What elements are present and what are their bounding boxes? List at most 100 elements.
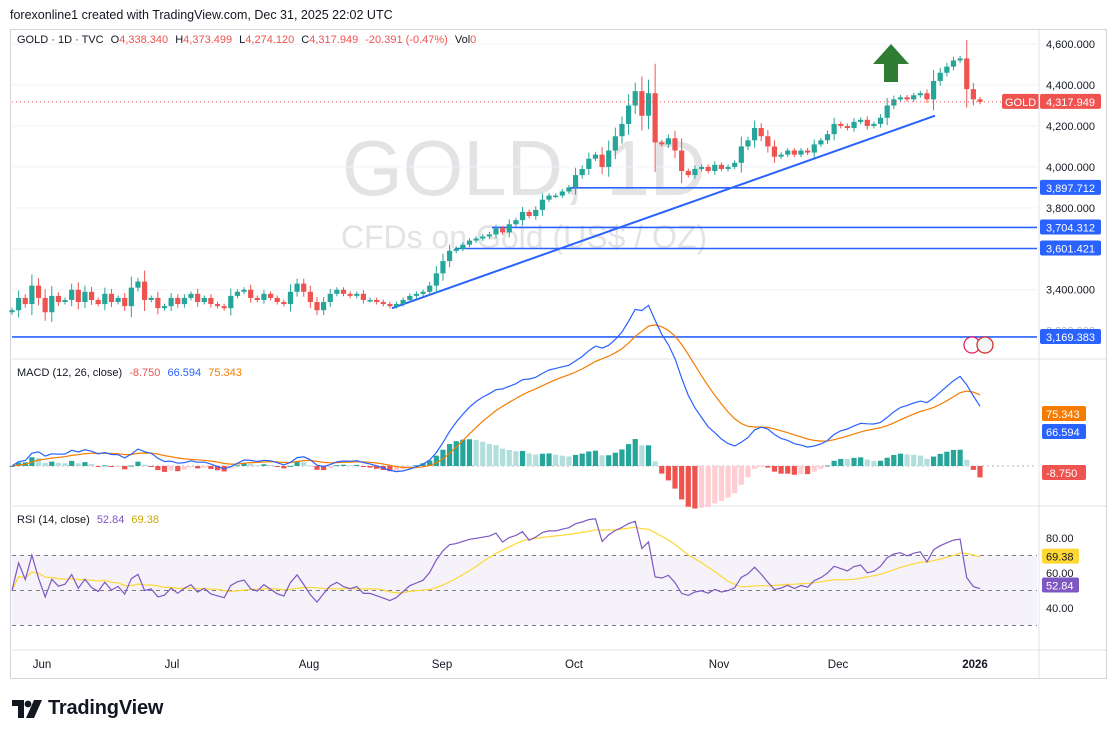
candle-body <box>446 250 453 262</box>
macd-histogram-bar <box>281 466 287 469</box>
rsi-line <box>11 518 981 604</box>
candle-body <box>42 297 48 313</box>
macd-histogram-bar <box>619 449 625 466</box>
level-price-badge <box>1040 219 1101 235</box>
candle-body <box>957 58 963 61</box>
candle-body <box>234 291 241 296</box>
macd-histogram-bar <box>128 465 134 467</box>
candle-body <box>380 302 386 305</box>
low-value: 4,274.120 <box>245 34 295 46</box>
macd-histogram-bar <box>546 453 552 466</box>
volume-value: 0 <box>470 34 477 46</box>
rsi-ma-axis-label: 69.38 <box>1046 552 1074 564</box>
candle-body <box>672 138 678 151</box>
candle-body <box>400 299 406 305</box>
candle-body <box>831 123 837 135</box>
macd-histogram-bar <box>413 465 420 467</box>
rsi-value: 52.84 <box>96 514 125 526</box>
macd-histogram-bar <box>672 466 678 489</box>
macd-histogram-bar <box>950 449 957 466</box>
macd-histogram-bar <box>267 465 274 467</box>
macd-histogram-bar <box>55 462 62 466</box>
macd-legend-name[interactable]: MACD (12, 26, close) <box>17 367 123 379</box>
macd-macd-badge <box>1042 424 1086 439</box>
candle-body <box>16 297 22 311</box>
macd-histogram-bar <box>626 444 632 466</box>
candle-body <box>705 166 711 172</box>
candle-body <box>261 293 267 300</box>
macd-histogram-bar <box>161 466 168 472</box>
macd-histogram-bar <box>977 466 983 478</box>
candle-body <box>619 123 625 137</box>
macd-histogram-bar <box>407 466 413 468</box>
candle-body <box>334 289 340 294</box>
macd-histogram-bar <box>307 465 313 467</box>
macd-histogram-bar <box>930 456 937 466</box>
macd-histogram-bar <box>692 466 698 509</box>
macd-histogram-bar <box>453 441 459 466</box>
candle-body <box>248 289 254 298</box>
macd-histogram-bar <box>964 459 970 466</box>
macd-histogram-bar <box>201 466 207 468</box>
macd-histogram-bar <box>811 466 817 472</box>
macd-histogram-bar <box>42 462 48 466</box>
macd-histogram-bar <box>805 466 811 475</box>
chart-canvas[interactable]: GOLD, 1D CFDs on Gold (US$ / OZ) 3,400.000… <box>0 0 1117 690</box>
macd-histogram-bar <box>274 466 280 467</box>
macd-histogram-bar <box>513 451 519 466</box>
macd-histogram-bar <box>367 466 373 468</box>
macd-histogram-bar <box>35 457 42 466</box>
close-label: C <box>301 34 310 46</box>
candle-body <box>301 283 307 292</box>
candle-body <box>473 238 479 241</box>
macd-histogram-bar <box>301 462 307 466</box>
candle-body <box>35 285 42 298</box>
level-price-badge <box>1040 328 1101 344</box>
macd-hist-value: -8.750 <box>129 367 161 379</box>
candle-body <box>82 291 88 303</box>
macd-histogram-bar <box>864 459 870 466</box>
trend-line <box>391 114 936 310</box>
candle-body <box>897 97 904 100</box>
macd-histogram-bar <box>745 466 751 478</box>
macd-histogram-bar <box>102 465 108 467</box>
candle-body <box>864 119 870 126</box>
macd-histogram-bar <box>718 466 725 502</box>
candle-body <box>500 228 506 233</box>
tradingview-logo[interactable]: TradingView <box>12 697 163 720</box>
macd-histogram-bar <box>88 463 95 466</box>
candle-body <box>493 228 499 235</box>
rsi-ma-value: 69.38 <box>131 514 159 526</box>
macd-histogram-bar <box>758 466 764 467</box>
candle-body <box>798 150 804 155</box>
candle-body <box>805 150 811 153</box>
symbol-label[interactable]: GOLD · 1D · TVC <box>17 34 104 46</box>
last-price-badge <box>1040 93 1101 109</box>
open-label: O <box>110 34 120 46</box>
candle-body <box>937 72 943 81</box>
volume-label: Vol <box>454 34 471 46</box>
candle-body <box>579 168 585 176</box>
candle-body <box>877 117 884 124</box>
macd-histogram-bar <box>9 466 15 467</box>
level-price-label: 3,704.312 <box>1046 222 1095 234</box>
level-price-label: 3,169.383 <box>1046 332 1095 344</box>
candle-body <box>526 211 532 217</box>
candle-body <box>606 150 612 167</box>
candle-body <box>148 297 154 300</box>
candle-body <box>838 123 844 126</box>
candle-body <box>506 224 512 233</box>
rsi-legend-name[interactable]: RSI (14, close) <box>17 514 90 526</box>
macd-histogram-bar <box>526 453 532 466</box>
candle-body <box>22 297 28 305</box>
candle-body <box>407 295 413 300</box>
rsi-ma-badge <box>1042 548 1079 564</box>
macd-histogram-bar <box>480 441 486 466</box>
price-tick-label: 3,800.000 <box>1046 203 1095 215</box>
macd-signal-value: 75.343 <box>208 367 242 379</box>
symbol-badge-label: GOLD <box>1005 97 1036 109</box>
macd-histogram-bar <box>175 466 181 472</box>
ohlc-legend: GOLD · 1D · TVC O4,338.340 H4,373.499 L4… <box>17 34 480 46</box>
macd-histogram-bar <box>765 466 771 468</box>
candle-body <box>9 310 15 313</box>
